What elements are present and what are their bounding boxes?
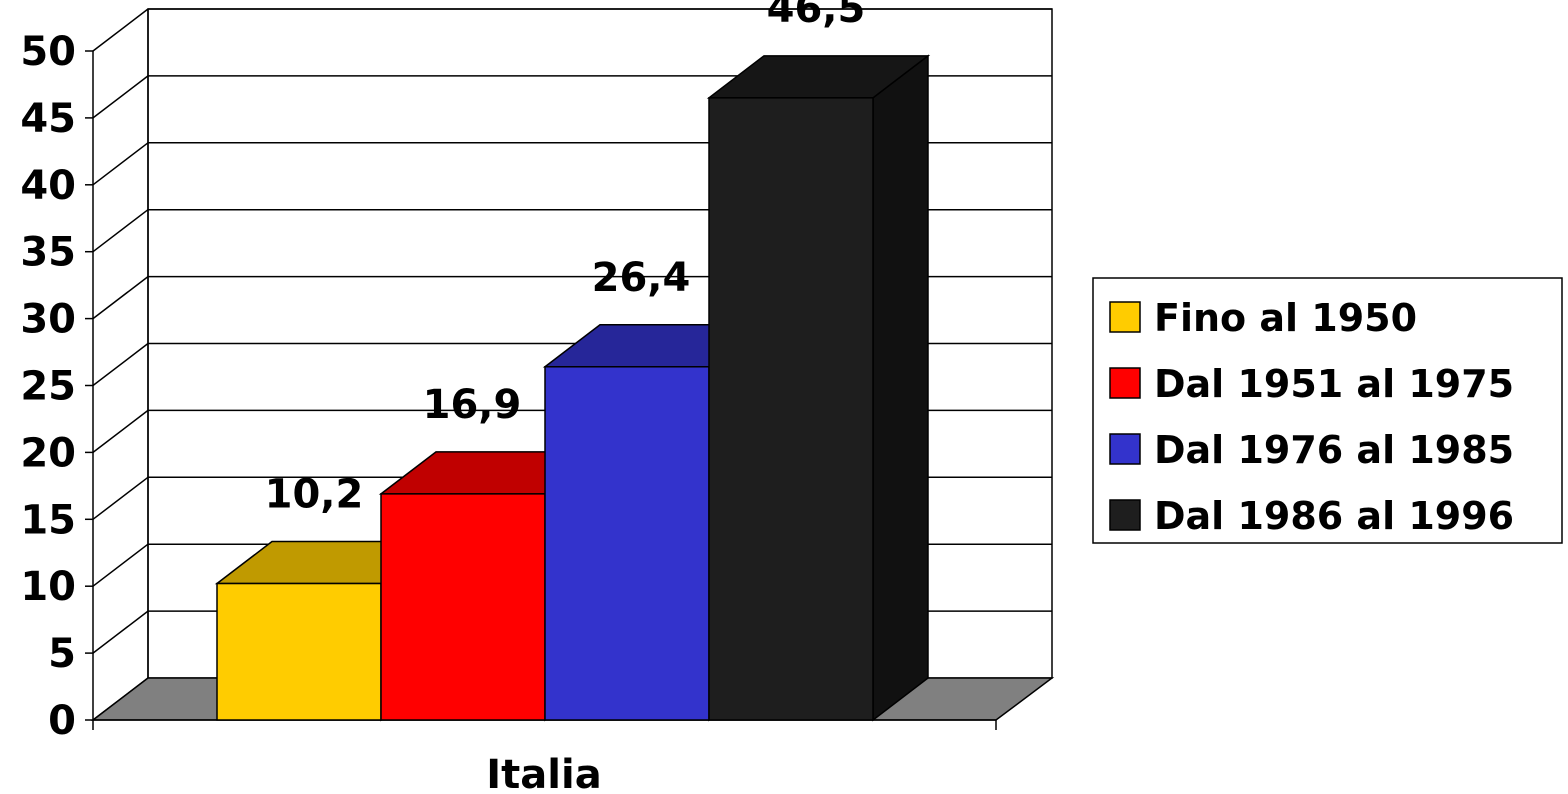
bars: [214, 54, 931, 722]
side-gridline: [92, 543, 149, 587]
data-label: 46,5: [767, 0, 866, 32]
bar-side-dal-1986-al-1996: [872, 54, 929, 722]
x-category-label: Italia: [486, 752, 601, 794]
side-gridline: [92, 142, 149, 186]
bar-dal-1976-al-1985: [544, 366, 710, 721]
data-label: 16,9: [423, 382, 522, 428]
data-label: 26,4: [592, 255, 691, 301]
side-gridline: [92, 276, 149, 320]
bar-dal-1986-al-1996: [708, 97, 874, 721]
y-tick-label: 25: [20, 364, 76, 410]
legend-swatch: [1109, 301, 1141, 333]
y-tick-label: 0: [48, 698, 76, 744]
y-tick-label: 30: [20, 297, 76, 343]
bar-dal-1951-al-1975: [380, 493, 546, 721]
legend-label: Fino al 1950: [1154, 296, 1417, 340]
y-tick-label: 45: [20, 96, 76, 142]
y-tick-label: 5: [48, 631, 76, 677]
legend-box: [1092, 277, 1563, 544]
legend: Fino al 1950 Dal 1951 al 1975 Dal 1976 al …: [1092, 277, 1563, 544]
legend-swatch: [1109, 499, 1141, 531]
side-gridline: [92, 476, 149, 520]
data-labels: 10,2 16,9 26,4 46,5: [265, 0, 866, 518]
legend-label: Dal 1976 al 1985: [1154, 428, 1514, 472]
side-gridline: [92, 342, 149, 387]
bar-fino-al-1950: [216, 582, 382, 721]
y-tick-label: 20: [20, 430, 76, 476]
side-gridline: [92, 209, 149, 253]
side-gridline: [92, 75, 149, 119]
y-tick-label: 15: [20, 497, 76, 543]
y-tick-label: 35: [20, 230, 76, 276]
data-label: 10,2: [265, 472, 364, 518]
side-gridline: [92, 409, 149, 453]
legend-label: Dal 1986 al 1996: [1154, 494, 1514, 538]
legend-label: Dal 1951 al 1975: [1154, 362, 1514, 406]
y-tick-label: 10: [20, 564, 76, 610]
y-tick-label: 50: [20, 29, 76, 75]
side-gridline: [92, 610, 149, 654]
legend-swatch: [1109, 433, 1141, 465]
legend-swatch: [1109, 367, 1141, 399]
y-tick-label: 40: [20, 163, 76, 209]
side-gridline: [92, 8, 149, 52]
